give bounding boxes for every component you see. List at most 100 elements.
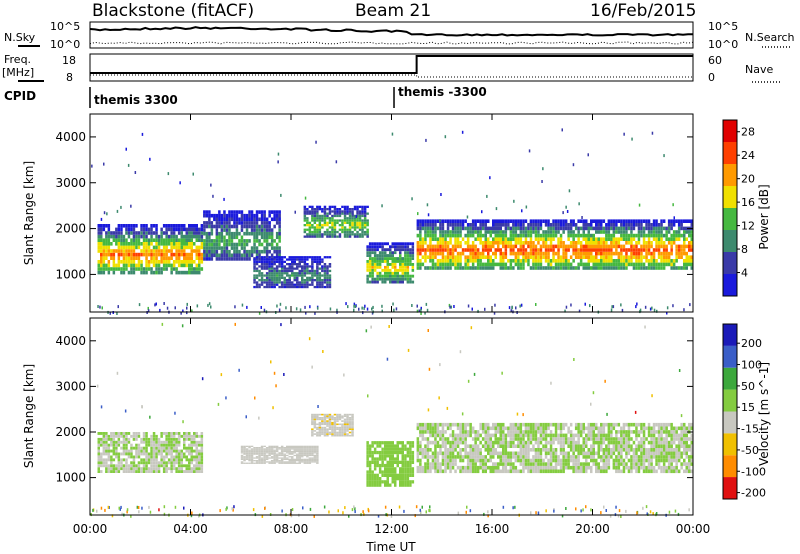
scatter-cell (107, 242, 111, 246)
power-marks (91, 128, 693, 315)
scatter-cell (140, 437, 143, 441)
scatter-cell (255, 456, 259, 458)
scatter-cell (469, 448, 472, 452)
scatter-cell (265, 456, 269, 458)
scatter-cell (265, 224, 269, 229)
scatter-cell (110, 458, 113, 462)
scatter-cell (157, 267, 161, 271)
scatter-cell (326, 224, 329, 227)
scatter-cell (308, 445, 312, 447)
scatter-cell (524, 259, 528, 263)
scatter-cell (652, 248, 656, 252)
scatter-cell (311, 272, 314, 275)
scatter-cell (265, 457, 269, 459)
scatter-cell (338, 235, 342, 238)
scatter-cell (326, 256, 329, 259)
scatter-cell (308, 269, 312, 273)
scatter-cell (665, 237, 668, 241)
scatter-cell (527, 241, 530, 245)
scatter-cell (162, 455, 166, 459)
scatter-cell (170, 449, 173, 453)
scatter-cell (346, 221, 349, 224)
scatter-cell (564, 262, 568, 267)
scatter-cell (255, 246, 259, 250)
scatter-cell (504, 230, 508, 234)
scatter-cell (348, 212, 352, 215)
scatter-cell (562, 244, 565, 249)
scatter-cell (188, 437, 191, 441)
scatter-cell (497, 430, 500, 434)
scatter-cell (534, 262, 538, 267)
scatter-cell (147, 455, 151, 459)
scatter-cell (529, 230, 533, 234)
scatter-cell (140, 242, 143, 246)
scatter-cell (303, 460, 307, 462)
scatter-cell (456, 422, 460, 427)
scatter-cell (391, 254, 394, 257)
scatter-cell (499, 266, 502, 270)
scatter-cell (167, 467, 171, 471)
scatter-cell (635, 262, 638, 267)
scatter-cell (399, 254, 402, 257)
freq-unit-label: [MHz] (2, 66, 34, 79)
scatter-cell (406, 480, 410, 484)
scatter-cell (343, 425, 347, 427)
scatter-cell (288, 283, 291, 286)
scatter-cell (509, 244, 513, 249)
scatter-cell (577, 266, 580, 270)
scatter-cell (510, 309, 512, 313)
scatter-cell (162, 256, 166, 260)
scatter-cell (459, 223, 462, 227)
scatter-cell (489, 437, 492, 441)
scatter-cell (260, 213, 264, 218)
scatter-cell (507, 462, 510, 466)
scatter-cell (652, 259, 656, 263)
scatter-cell (308, 233, 312, 236)
scatter-cell (186, 306, 188, 310)
scatter-cell (212, 194, 214, 198)
scatter-cell (125, 458, 128, 462)
scatter-cell (358, 219, 362, 222)
scatter-cell (100, 234, 103, 239)
scatter-cell (562, 262, 565, 267)
scatter-cell (605, 233, 608, 238)
scatter-cell (622, 226, 626, 231)
scatter-cell (484, 262, 487, 267)
scatter-cell (258, 274, 261, 277)
scatter-cell (529, 219, 533, 223)
scatter-cell (522, 251, 525, 256)
scatter-cell (243, 239, 246, 243)
scatter-cell (464, 219, 467, 223)
scatter-cell (481, 244, 485, 249)
scatter-cell (335, 160, 338, 164)
scatter-cell (527, 462, 530, 466)
scatter-cell (105, 432, 108, 435)
scatter-cell (389, 460, 392, 464)
scatter-cell (378, 457, 382, 461)
scatter-cell (602, 262, 606, 267)
scatter-cell (666, 311, 668, 315)
scatter-cell (188, 263, 191, 268)
scatter-cell (316, 233, 319, 236)
scatter-cell (117, 434, 121, 438)
scatter-cell (177, 249, 181, 253)
scatter-cell (484, 455, 487, 459)
scatter-cell (306, 460, 309, 462)
scatter-cell (175, 461, 178, 465)
scatter-cell (404, 480, 407, 484)
scatter-cell (401, 245, 404, 249)
scatter-cell (313, 208, 317, 211)
scatter-cell (270, 242, 274, 247)
scatter-cell (313, 279, 317, 282)
scatter-cell (346, 235, 349, 238)
scatter-cell (105, 256, 108, 260)
scatter-cell (301, 269, 304, 273)
scatter-cell (142, 440, 146, 444)
scatter-cell (346, 217, 349, 220)
scatter-cell (326, 283, 329, 286)
scatter-cell (306, 283, 309, 286)
scatter-cell (250, 456, 254, 458)
scatter-cell (283, 256, 286, 259)
scatter-cell (384, 248, 387, 252)
scatter-cell (522, 448, 525, 452)
